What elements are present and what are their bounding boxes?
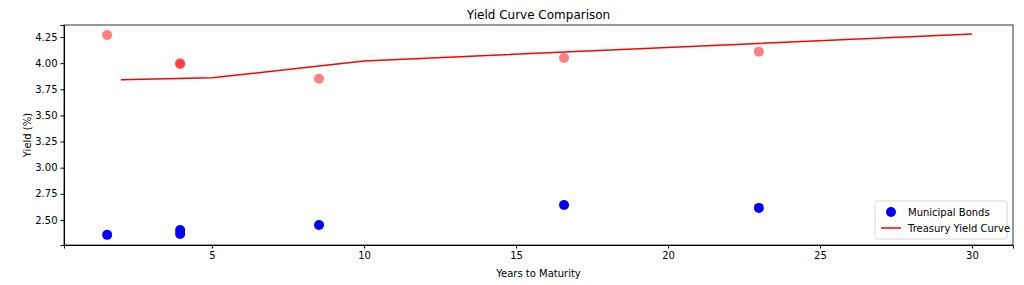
- point: [754, 47, 764, 57]
- marks: [102, 30, 972, 240]
- point: [175, 229, 185, 239]
- x-tick-mark: [972, 245, 973, 249]
- y-tick-label: 3.00: [35, 162, 57, 173]
- chart: 5 10 15 20 25 30 2.50 2.75 3.00 3.25 3.50 3.75 4.00 4…: [0, 0, 1024, 285]
- line: [121, 34, 972, 80]
- x-tick-label: 5: [209, 250, 215, 261]
- x-axis-title: Years to Maturity: [495, 268, 581, 279]
- y-tick-mark: [61, 194, 65, 195]
- y-tick: 4.00: [35, 58, 64, 69]
- y-tick-mark: [61, 89, 65, 90]
- y-tick-label: 3.50: [35, 110, 57, 121]
- frame: [64, 25, 1013, 245]
- y-tick: 3.50: [35, 110, 64, 121]
- y-axis-title: Yield (%): [22, 113, 33, 158]
- point: [559, 200, 569, 210]
- x-axis: 5 10 15 20 25 30: [65, 245, 1014, 261]
- y-tick: 3.75: [35, 84, 64, 95]
- x-tick: 10: [358, 245, 371, 261]
- legend-swatch: [881, 227, 901, 229]
- y-axis-line: [61, 26, 65, 246]
- y-tick-label: 2.50: [35, 215, 57, 226]
- point: [754, 203, 764, 213]
- legend-label: Municipal Bonds: [908, 207, 990, 218]
- x-tick: 30: [966, 245, 979, 261]
- y-tick-mark: [61, 220, 65, 221]
- x-tick-mark: [364, 245, 365, 249]
- y-tick: 3.00: [35, 162, 64, 173]
- y-tick: 3.25: [35, 136, 64, 147]
- x-tick-mark: [668, 245, 669, 249]
- x-tick-label: 15: [510, 250, 523, 261]
- y-tick-label: 4.25: [35, 32, 57, 43]
- y-axis: 2.50 2.75 3.00 3.25 3.50 3.75 4.00 4.25: [35, 26, 64, 246]
- y-tick-label: 2.75: [35, 188, 57, 199]
- y-tick: 4.25: [35, 32, 64, 43]
- legend-label: Treasury Yield Curve: [907, 223, 1010, 234]
- legend-swatch: [886, 207, 896, 217]
- x-tick: 20: [662, 245, 675, 261]
- y-tick-mark: [61, 168, 65, 169]
- x-tick: 15: [510, 245, 523, 261]
- x-tick-label: 25: [814, 250, 827, 261]
- y-tick-mark: [61, 115, 65, 116]
- y-tick-mark: [61, 63, 65, 64]
- y-tick-label: 3.25: [35, 136, 57, 147]
- x-tick: 5: [209, 245, 215, 261]
- x-tick-mark: [212, 245, 213, 249]
- y-tick-mark: [61, 142, 65, 143]
- point: [102, 230, 112, 240]
- x-tick-mark: [820, 245, 821, 249]
- point: [314, 220, 324, 230]
- x-tick-label: 30: [966, 250, 979, 261]
- point: [175, 58, 185, 68]
- x-tick-label: 10: [358, 250, 371, 261]
- y-tick-label: 3.75: [35, 84, 57, 95]
- point: [314, 74, 324, 84]
- y-tick: 2.75: [35, 188, 64, 199]
- x-tick-mark: [516, 245, 517, 249]
- y-tick: 2.50: [35, 215, 64, 226]
- title: Yield Curve Comparison: [466, 8, 610, 22]
- x-tick: 25: [814, 245, 827, 261]
- plot: 5 10 15 20 25 30 2.50 2.75 3.00 3.25 3.50 3.75 4.00 4…: [35, 25, 1013, 261]
- point: [559, 53, 569, 63]
- y-tick-label: 4.00: [35, 58, 57, 69]
- x-tick-label: 20: [662, 250, 675, 261]
- legend: Municipal Bonds Treasury Yield Curve: [875, 201, 1010, 239]
- x-axis-line: [65, 246, 1014, 249]
- point: [102, 30, 112, 40]
- y-tick-mark: [61, 37, 65, 38]
